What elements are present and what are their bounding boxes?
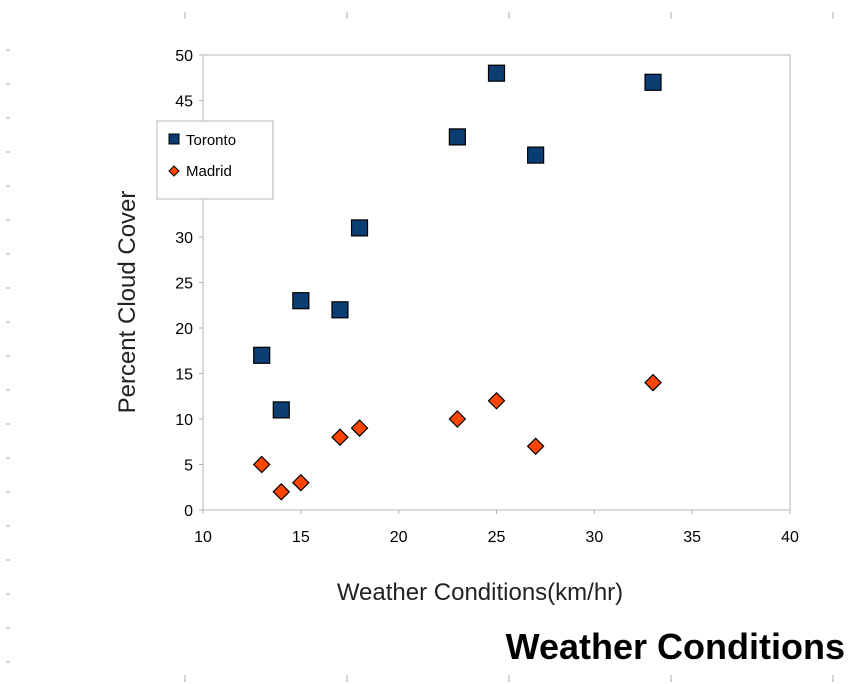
legend-marker-madrid — [168, 165, 180, 177]
point-madrid — [350, 419, 369, 437]
y-axis-title: Percent Cloud Cover — [114, 191, 141, 414]
point-madrid — [526, 437, 545, 456]
point-toronto — [272, 401, 290, 419]
y-tick-label: 10 — [175, 412, 193, 429]
x-tick-label: 20 — [390, 529, 408, 546]
x-tick-label: 40 — [781, 529, 799, 546]
point-madrid — [644, 373, 662, 392]
x-axis-title: Weather Conditions(km/hr) — [337, 579, 623, 606]
x-tick-label: 35 — [683, 529, 701, 546]
point-toronto — [644, 73, 662, 91]
plot-area — [202, 54, 791, 511]
x-tick-label: 15 — [292, 529, 310, 546]
x-tick-label: 25 — [488, 529, 506, 546]
point-toronto — [448, 128, 466, 146]
legend-marker-toronto — [168, 133, 180, 145]
y-tick-label: 25 — [175, 276, 193, 293]
y-tick-label: 30 — [175, 230, 193, 247]
x-tick-label: 10 — [194, 529, 212, 546]
point-toronto — [527, 146, 545, 164]
y-tick-label: 50 — [175, 48, 193, 65]
y-tick-label: 45 — [175, 94, 193, 111]
legend-label-madrid: Madrid — [186, 163, 232, 180]
y-tick-label: 15 — [175, 367, 193, 384]
data-markers — [252, 64, 662, 501]
page-ruler-decoration — [6, 12, 834, 682]
point-madrid — [448, 410, 467, 428]
point-madrid — [252, 455, 271, 474]
y-tick-label: 20 — [175, 321, 193, 338]
x-axis: 10 15 20 25 30 35 40 — [194, 510, 799, 546]
point-toronto — [292, 292, 310, 310]
point-toronto — [487, 64, 506, 82]
point-madrid — [331, 428, 349, 447]
point-toronto — [253, 346, 271, 364]
y-tick-label: 0 — [184, 503, 193, 520]
legend: Toronto Madrid — [156, 120, 274, 200]
point-madrid — [487, 391, 506, 410]
point-madrid — [272, 482, 291, 501]
y-axis: 05101520253035404550 — [175, 48, 203, 520]
chart-title: Weather Conditions — [506, 626, 845, 667]
point-madrid — [291, 473, 310, 492]
y-tick-label: 5 — [184, 458, 193, 475]
x-tick-label: 30 — [585, 529, 603, 546]
point-toronto — [331, 301, 349, 319]
legend-label-toronto: Toronto — [186, 132, 236, 149]
point-toronto — [350, 219, 369, 237]
